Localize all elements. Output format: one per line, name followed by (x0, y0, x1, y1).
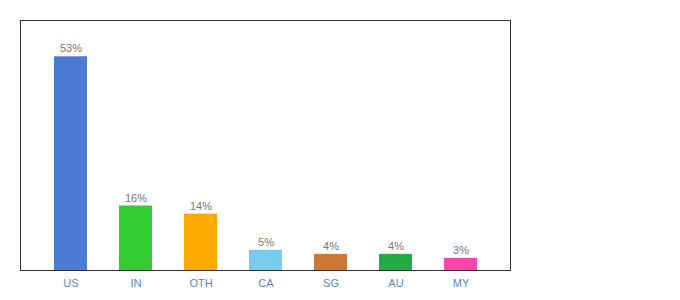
svg-text:53%: 53% (60, 42, 82, 54)
svg-text:14%: 14% (190, 200, 212, 212)
svg-text:SG: SG (323, 277, 339, 289)
svg-text:AU: AU (388, 277, 403, 289)
svg-text:IN: IN (131, 277, 142, 289)
svg-text:CA: CA (258, 277, 274, 289)
svg-text:3%: 3% (453, 244, 469, 256)
svg-text:4%: 4% (388, 240, 404, 252)
svg-text:4%: 4% (323, 240, 339, 252)
svg-text:5%: 5% (258, 236, 274, 248)
svg-text:OTH: OTH (189, 277, 212, 289)
svg-text:16%: 16% (125, 192, 147, 204)
svg-text:US: US (63, 277, 78, 289)
svg-text:MY: MY (453, 277, 470, 289)
